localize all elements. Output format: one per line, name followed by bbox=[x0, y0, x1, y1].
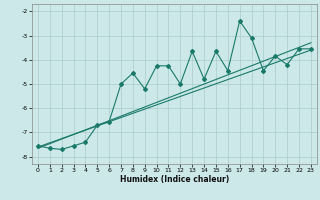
X-axis label: Humidex (Indice chaleur): Humidex (Indice chaleur) bbox=[120, 175, 229, 184]
